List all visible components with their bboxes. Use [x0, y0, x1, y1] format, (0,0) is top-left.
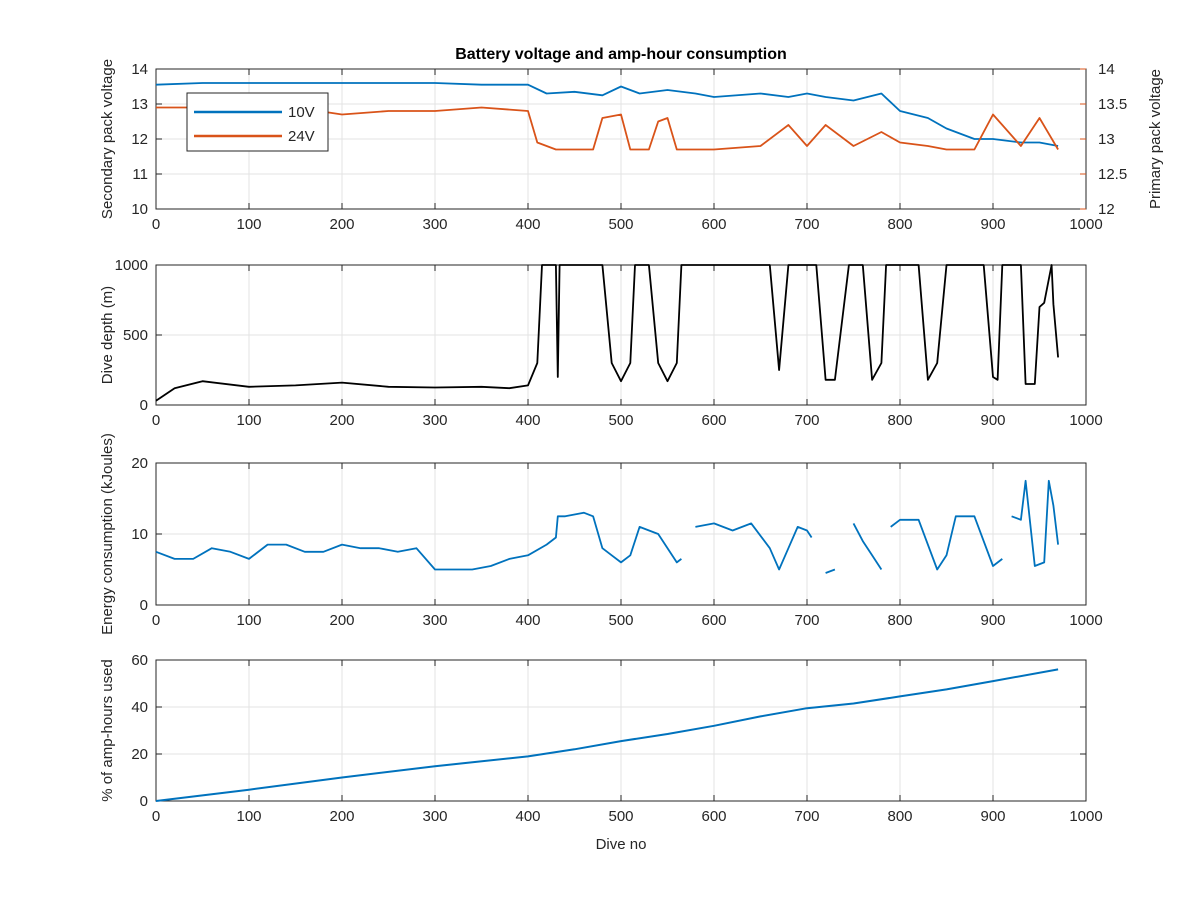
x-tick-label: 0 — [152, 612, 160, 629]
y2-tick-label: 12.5 — [1098, 166, 1127, 183]
y-tick-label: 20 — [131, 455, 148, 472]
y-tick-label: 500 — [123, 327, 148, 344]
y-tick-label: 12 — [131, 131, 148, 148]
plots-container: 0 100 200 300 400 500 600 700 800 900 100010111213… — [99, 59, 1164, 853]
series-line-panel-4 — [155, 668, 1059, 802]
y-tick-label: 1000 — [115, 257, 148, 274]
x-axis-label: Dive no — [596, 836, 647, 853]
y-tick-label: 10 — [131, 526, 148, 543]
x-tick-label: 1000 — [1069, 216, 1102, 233]
legend-label: 24V — [288, 128, 315, 145]
y-tick-label: 60 — [131, 652, 148, 669]
x-tick-label: 200 — [329, 412, 354, 429]
x-tick-label: 800 — [887, 412, 912, 429]
x-tick-label: 500 — [608, 412, 633, 429]
y-axis-label: Energy consumption (kJoules) — [99, 433, 116, 635]
x-tick-label: 900 — [980, 412, 1005, 429]
x-tick-label: 700 — [794, 808, 819, 825]
series-line-panel-2 — [155, 264, 1059, 402]
y-axis-label: % of amp-hours used — [99, 659, 116, 802]
x-tick-label: 900 — [980, 612, 1005, 629]
x-tick-label: 600 — [701, 412, 726, 429]
x-tick-label: 200 — [329, 808, 354, 825]
y-tick-label: 0 — [140, 793, 148, 810]
x-tick-label: 400 — [515, 412, 540, 429]
y-tick-label: 20 — [131, 746, 148, 763]
x-tick-label: 100 — [236, 808, 261, 825]
y-axis-label: Secondary pack voltage — [99, 59, 116, 219]
x-tick-label: 900 — [980, 216, 1005, 233]
y-tick-label: 13 — [131, 96, 148, 113]
x-tick-label: 700 — [794, 412, 819, 429]
figure-title: Battery voltage and amp-hour consumption — [455, 46, 787, 63]
x-tick-label: 0 — [152, 412, 160, 429]
y-tick-label: 40 — [131, 699, 148, 716]
x-tick-label: 800 — [887, 216, 912, 233]
x-tick-label: 800 — [887, 808, 912, 825]
y-tick-label: 10 — [131, 201, 148, 218]
series-line-10v — [155, 82, 1059, 147]
y-tick-label: 14 — [131, 61, 148, 78]
x-tick-label: 300 — [422, 612, 447, 629]
x-tick-label: 400 — [515, 808, 540, 825]
x-tick-label: 1000 — [1069, 808, 1102, 825]
series-line-24v — [156, 106, 1059, 151]
y2-tick-label: 13.5 — [1098, 96, 1127, 113]
x-tick-label: 200 — [329, 612, 354, 629]
x-tick-label: 700 — [794, 216, 819, 233]
x-tick-label: 1000 — [1069, 412, 1102, 429]
x-tick-label: 700 — [794, 612, 819, 629]
x-tick-label: 500 — [608, 808, 633, 825]
y2-tick-label: 13 — [1098, 131, 1115, 148]
x-tick-label: 200 — [329, 216, 354, 233]
y2-axis-label: Primary pack voltage — [1147, 69, 1164, 209]
x-tick-label: 600 — [701, 216, 726, 233]
y-tick-label: 0 — [140, 597, 148, 614]
x-tick-label: 900 — [980, 808, 1005, 825]
y-axis-label: Dive depth (m) — [99, 286, 116, 384]
y2-tick-label: 14 — [1098, 61, 1115, 78]
x-tick-label: 0 — [152, 808, 160, 825]
x-tick-label: 800 — [887, 612, 912, 629]
legend-box — [186, 92, 329, 152]
x-tick-label: 0 — [152, 216, 160, 233]
series-line-panel-3 — [155, 479, 1059, 574]
y-tick-label: 0 — [140, 397, 148, 414]
x-tick-label: 300 — [422, 808, 447, 825]
x-tick-label: 100 — [236, 612, 261, 629]
y-tick-label: 11 — [132, 166, 148, 183]
x-tick-label: 600 — [701, 612, 726, 629]
x-tick-label: 1000 — [1069, 612, 1102, 629]
x-tick-label: 100 — [236, 412, 261, 429]
x-tick-label: 500 — [608, 216, 633, 233]
x-tick-label: 500 — [608, 612, 633, 629]
x-tick-label: 400 — [515, 612, 540, 629]
x-tick-label: 400 — [515, 216, 540, 233]
x-tick-label: 300 — [422, 216, 447, 233]
y2-tick-label: 12 — [1098, 201, 1115, 218]
x-tick-label: 100 — [236, 216, 261, 233]
x-tick-label: 600 — [701, 808, 726, 825]
x-tick-label: 300 — [422, 412, 447, 429]
legend-label: 10V — [288, 104, 315, 121]
